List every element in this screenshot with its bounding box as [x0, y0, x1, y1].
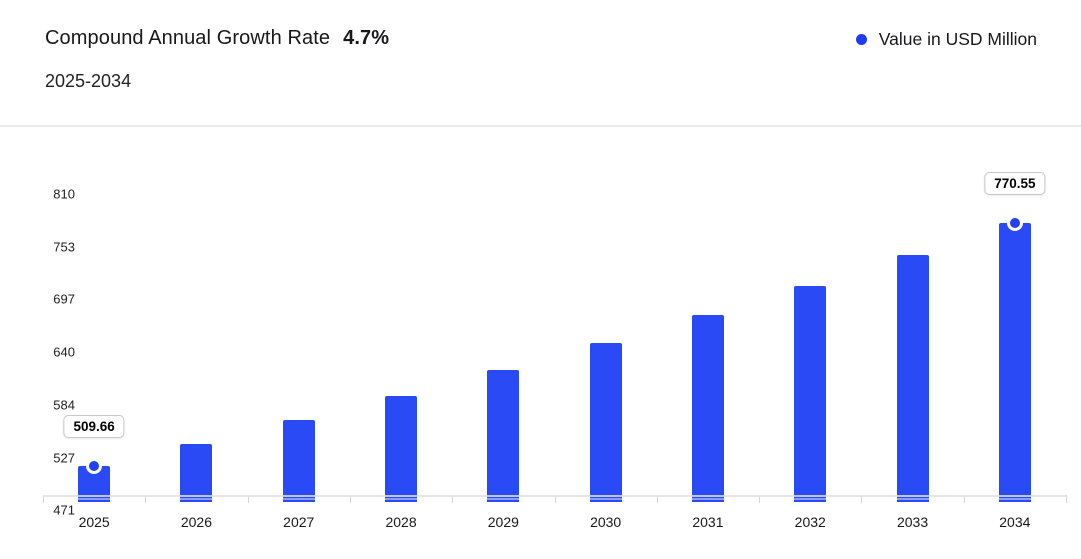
- bar-2026[interactable]: [180, 443, 213, 502]
- y-axis-tick-label: 527: [53, 450, 75, 466]
- bar-base-stripe: [385, 497, 418, 500]
- bar-2034[interactable]: [998, 222, 1031, 502]
- x-axis-tick-label: 2033: [896, 514, 929, 530]
- x-axis-tick-label: 2029: [487, 514, 519, 530]
- x-axis-tick-label: 2032: [794, 514, 826, 530]
- chart-legend[interactable]: Value in USD Million: [855, 29, 1037, 50]
- bar-base-stripe: [282, 497, 315, 500]
- subtitle-year-range: 2025-2034: [45, 71, 132, 91]
- page-title: Compound Annual Growth Rate 4.7%: [45, 26, 389, 50]
- x-axis-tick: [145, 495, 147, 503]
- x-axis-tick-label: 2030: [590, 514, 622, 530]
- x-axis-tick: [349, 495, 351, 503]
- legend-label: Value in USD Million: [878, 29, 1037, 49]
- bar-2031[interactable]: [691, 315, 724, 502]
- bar-base-stripe: [691, 497, 724, 500]
- x-axis-tick-label: 2031: [692, 514, 724, 530]
- bar-base-stripe: [180, 497, 213, 500]
- x-axis-tick: [43, 495, 44, 503]
- y-axis-tick-label: 753: [53, 239, 75, 255]
- value-tooltip: 509.66: [63, 414, 125, 438]
- legend-dot-icon: [855, 34, 867, 45]
- x-axis-tick: [963, 495, 965, 503]
- bar-2028[interactable]: [385, 395, 418, 502]
- x-axis-tick-label: 2025: [78, 514, 110, 530]
- header-divider: [0, 125, 1081, 127]
- x-axis-tick-label: 2028: [385, 514, 417, 530]
- bar-2030[interactable]: [589, 343, 622, 502]
- x-axis-tick-label: 2026: [180, 514, 213, 530]
- x-axis-tick: [656, 495, 658, 503]
- x-axis-tick: [861, 495, 863, 503]
- x-axis-tick: [247, 495, 249, 503]
- bar-2033[interactable]: [896, 255, 929, 502]
- bar-base-stripe: [998, 497, 1031, 500]
- bar-2027[interactable]: [282, 420, 315, 502]
- y-axis-tick-label: 640: [53, 344, 75, 360]
- bar-2032[interactable]: [794, 285, 827, 502]
- bar-base-stripe: [78, 497, 111, 500]
- bar-2029[interactable]: [487, 370, 520, 502]
- bar-base-stripe: [487, 497, 520, 500]
- value-tooltip: 770.55: [984, 171, 1046, 195]
- x-axis-tick: [759, 495, 761, 503]
- cagr-value: 4.7%: [343, 27, 390, 49]
- x-axis-tick-label: 2027: [283, 514, 315, 530]
- x-axis-tick: [1066, 495, 1067, 503]
- marker-dot-icon: [86, 457, 103, 474]
- y-axis-tick-label: 584: [53, 397, 75, 413]
- x-axis-tick: [554, 495, 556, 503]
- y-axis-tick-label: 471: [53, 502, 75, 518]
- bar-base-stripe: [896, 497, 929, 500]
- x-axis-tick: [452, 495, 454, 503]
- y-axis-tick-label: 697: [53, 291, 75, 307]
- title-text: Compound Annual Growth Rate: [45, 27, 331, 49]
- bar-base-stripe: [589, 497, 622, 500]
- bar-base-stripe: [794, 497, 827, 500]
- x-axis-tick-label: 2034: [999, 514, 1031, 530]
- marker-dot-icon: [1006, 214, 1023, 231]
- y-axis-tick-label: 810: [53, 186, 75, 202]
- x-axis-line: [43, 495, 1066, 497]
